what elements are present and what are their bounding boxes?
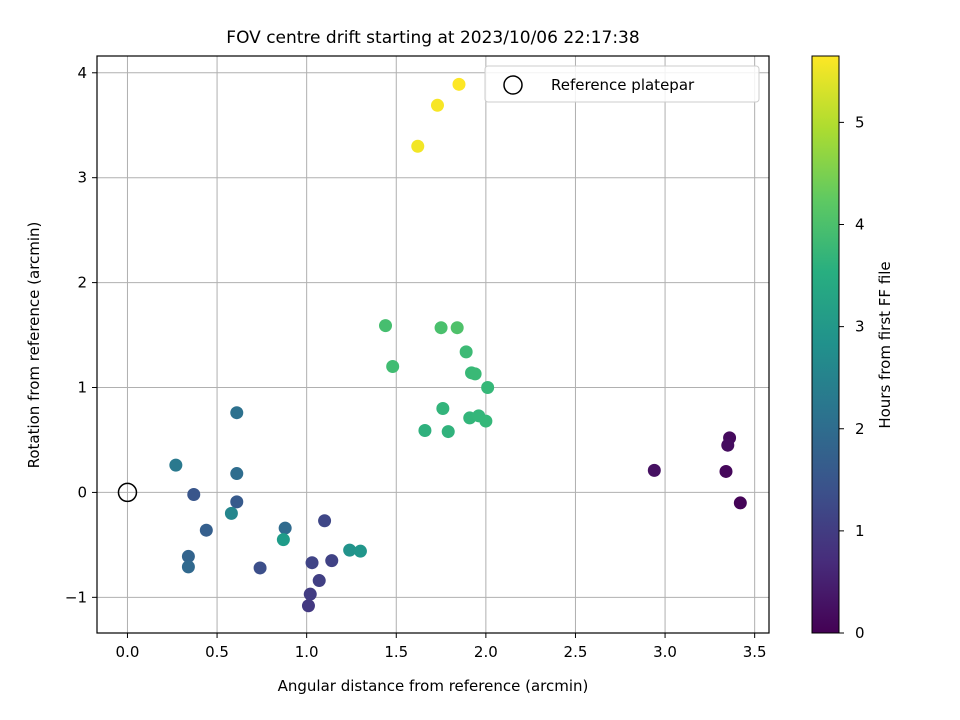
y-axis-label: Rotation from reference (arcmin) (25, 222, 43, 469)
legend-entry-reference: Reference platepar (551, 76, 695, 94)
data-point (411, 139, 425, 153)
x-tick-label: 0.0 (116, 643, 140, 661)
plot-frame (96, 55, 770, 634)
data-point (325, 554, 339, 568)
x-tick-label: 0.5 (205, 643, 229, 661)
data-point (430, 98, 444, 112)
data-points (169, 77, 747, 613)
x-tick-label: 1.5 (384, 643, 408, 661)
colorbar-tick-label: 2 (855, 420, 865, 438)
colorbar-tick-label: 3 (855, 318, 865, 336)
y-tick-label: 4 (77, 64, 87, 82)
chart-title: FOV centre drift starting at 2023/10/06 … (226, 28, 639, 48)
data-point (459, 345, 473, 359)
colorbar-tick-label: 1 (855, 522, 865, 540)
data-point (305, 556, 319, 570)
data-point (343, 543, 357, 557)
y-tick-label: 2 (77, 274, 87, 292)
y-tick-label: 1 (77, 379, 87, 397)
x-tick-label: 2.0 (474, 643, 498, 661)
data-point (230, 495, 244, 509)
data-point (181, 549, 195, 563)
data-point (276, 533, 290, 547)
colorbar: 0 1 2 3 4 5 Hours from first FF file (811, 55, 894, 642)
data-point (224, 506, 238, 520)
reference-platepar-marker (117, 482, 138, 503)
y-tick-label: −1 (65, 588, 87, 606)
y-tick-label: 0 (77, 483, 87, 501)
data-point (379, 319, 393, 333)
x-tick-label: 3.0 (653, 643, 677, 661)
data-point (230, 406, 244, 420)
data-point (647, 463, 661, 477)
colorbar-tick-label: 4 (855, 216, 865, 234)
data-point (468, 367, 482, 381)
data-point (452, 77, 466, 91)
data-point (719, 464, 733, 478)
x-tick-label: 1.0 (295, 643, 319, 661)
data-point (303, 587, 317, 601)
data-point (169, 458, 183, 472)
data-point (312, 574, 326, 588)
data-point (441, 425, 455, 439)
grid-lines (97, 56, 769, 633)
x-axis-label: Angular distance from reference (arcmin) (278, 677, 589, 695)
colorbar-gradient (811, 55, 840, 634)
data-point (450, 321, 464, 335)
data-point (481, 381, 495, 395)
data-point (386, 360, 400, 374)
colorbar-tick-label: 0 (855, 624, 865, 642)
colorbar-ticks: 0 1 2 3 4 5 (839, 113, 865, 642)
data-point (278, 521, 292, 535)
data-point (187, 488, 201, 502)
data-point (181, 560, 195, 574)
data-point (434, 321, 448, 335)
data-point (418, 424, 432, 438)
data-point (199, 523, 213, 537)
x-tick-label: 3.5 (743, 643, 767, 661)
colorbar-label: Hours from first FF file (876, 261, 894, 428)
y-axis-ticks: −1 0 1 2 3 4 (65, 64, 97, 606)
data-point (436, 401, 450, 415)
data-point (301, 599, 315, 613)
data-point (479, 414, 493, 428)
y-tick-label: 3 (77, 169, 87, 187)
colorbar-tick-label: 5 (855, 113, 865, 131)
data-point (253, 561, 267, 575)
data-point (230, 467, 244, 481)
data-point (733, 496, 747, 510)
legend-marker (503, 75, 523, 95)
x-axis-ticks: 0.0 0.5 1.0 1.5 2.0 2.5 3.0 3.5 (116, 633, 767, 661)
legend-box (484, 65, 760, 103)
x-tick-label: 2.5 (564, 643, 588, 661)
legend: Reference platepar (484, 65, 760, 103)
data-point (353, 544, 367, 558)
data-point (721, 438, 735, 452)
data-point (318, 514, 332, 528)
